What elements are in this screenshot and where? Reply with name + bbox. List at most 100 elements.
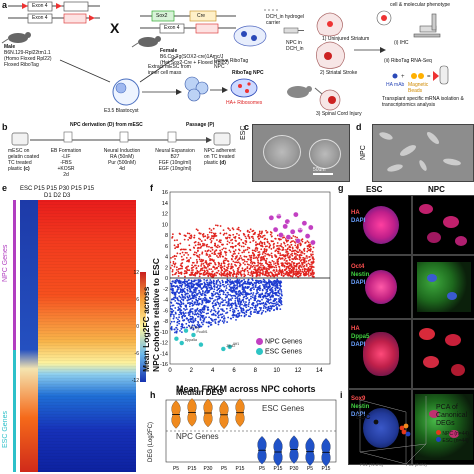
up-gene-point	[210, 229, 213, 232]
violin-x-label: P5	[259, 466, 265, 472]
y-tick-label: -8	[163, 319, 168, 325]
up-gene-point	[200, 260, 203, 263]
up-gene-point	[188, 244, 191, 247]
down-gene-point	[217, 303, 220, 305]
up-gene-point	[289, 246, 292, 249]
down-gene-point	[253, 281, 256, 284]
up-gene-point	[291, 269, 294, 272]
up-gene-point	[305, 260, 308, 263]
down-gene-point	[171, 292, 174, 295]
up-gene-point	[214, 235, 217, 237]
panel-e-label: e	[2, 183, 8, 193]
down-gene-point	[208, 322, 211, 325]
up-gene-point	[207, 275, 210, 278]
up-gene-point	[216, 266, 219, 269]
down-gene-point	[200, 315, 203, 318]
y-tick-label: -14	[160, 351, 168, 357]
up-gene-point	[258, 251, 261, 253]
up-gene-point	[269, 231, 272, 233]
up-gene-point	[209, 257, 211, 260]
down-gene-point	[236, 312, 239, 315]
up-gene-point	[291, 247, 294, 250]
up-gene-point	[246, 248, 249, 251]
up-gene-point	[295, 272, 298, 275]
down-gene-point	[240, 280, 243, 283]
down-gene-point	[183, 281, 186, 284]
up-gene-point	[186, 251, 188, 254]
up-gene-point	[271, 235, 273, 238]
down-gene-point	[246, 286, 249, 288]
down-gene-point	[228, 299, 230, 302]
down-gene-point	[178, 320, 181, 322]
esc-brightfield-image: 50um	[252, 124, 350, 182]
npc-gene-label: Vim	[299, 210, 305, 214]
up-gene-point	[219, 225, 222, 227]
up-gene-point	[271, 273, 274, 276]
up-gene-point	[171, 269, 174, 271]
down-gene-point	[269, 281, 272, 284]
up-gene-point	[306, 240, 309, 243]
esc-genes-text: ESC Genes	[2, 411, 9, 448]
up-gene-point	[291, 254, 294, 257]
up-gene-point	[225, 254, 227, 256]
sox2-label: Sox2	[156, 13, 168, 19]
up-gene-point	[311, 273, 314, 275]
up-gene-point	[303, 259, 306, 262]
up-gene-point	[258, 266, 261, 269]
x-tick-label: 14	[316, 368, 323, 374]
esc-gene-label: Pou5f1	[196, 330, 207, 334]
panel-f-label: f	[150, 183, 153, 193]
panel-b-label: b	[2, 122, 8, 132]
up-gene-point	[301, 263, 304, 266]
down-gene-point	[202, 320, 205, 323]
down-gene-point	[226, 291, 229, 294]
step-eb-line-2: -FBS	[60, 160, 72, 166]
upregulated-genes	[170, 224, 315, 278]
down-gene-point	[205, 312, 208, 315]
up-gene-point	[256, 235, 259, 238]
down-gene-point	[254, 297, 257, 300]
down-gene-point	[170, 320, 173, 323]
up-gene-point	[265, 267, 268, 270]
up-gene-point	[221, 266, 224, 268]
down-gene-point	[271, 292, 274, 295]
down-gene-point	[229, 307, 232, 310]
up-gene-point	[232, 250, 235, 253]
heatmap-npc-columns	[38, 200, 136, 472]
down-gene-point	[227, 293, 230, 296]
down-gene-point	[207, 308, 210, 311]
down-gene-point	[216, 312, 219, 315]
up-gene-point	[183, 234, 186, 237]
up-gene-point	[250, 264, 252, 267]
up-gene-point	[207, 265, 209, 268]
up-gene-point	[288, 274, 291, 277]
down-gene-point	[247, 303, 250, 305]
down-gene-point	[251, 307, 254, 309]
down-gene-point	[211, 287, 213, 290]
up-gene-point	[273, 266, 276, 269]
down-gene-point	[256, 292, 258, 295]
down-gene-point	[262, 301, 265, 304]
up-gene-point	[246, 263, 249, 266]
npc-gene-label: Tnc	[290, 217, 296, 221]
up-gene-point	[293, 256, 296, 259]
up-gene-point	[195, 228, 198, 231]
down-gene-point	[231, 291, 234, 293]
up-gene-point	[292, 273, 295, 276]
up-gene-point	[256, 243, 259, 245]
down-gene-point	[250, 295, 252, 298]
down-gene-point	[218, 320, 221, 323]
up-gene-point	[270, 271, 273, 274]
syringe-icon	[283, 27, 304, 34]
down-gene-point	[245, 301, 247, 303]
up-gene-point	[311, 257, 314, 260]
up-gene-point	[205, 262, 208, 265]
up-gene-point	[191, 266, 194, 269]
up-gene-point	[264, 252, 267, 255]
up-gene-point	[304, 257, 306, 260]
pca-point	[405, 431, 411, 437]
up-gene-point	[259, 240, 262, 243]
up-gene-point	[205, 261, 208, 264]
violin-ylabel: DEG (Log2FC)	[148, 421, 154, 462]
